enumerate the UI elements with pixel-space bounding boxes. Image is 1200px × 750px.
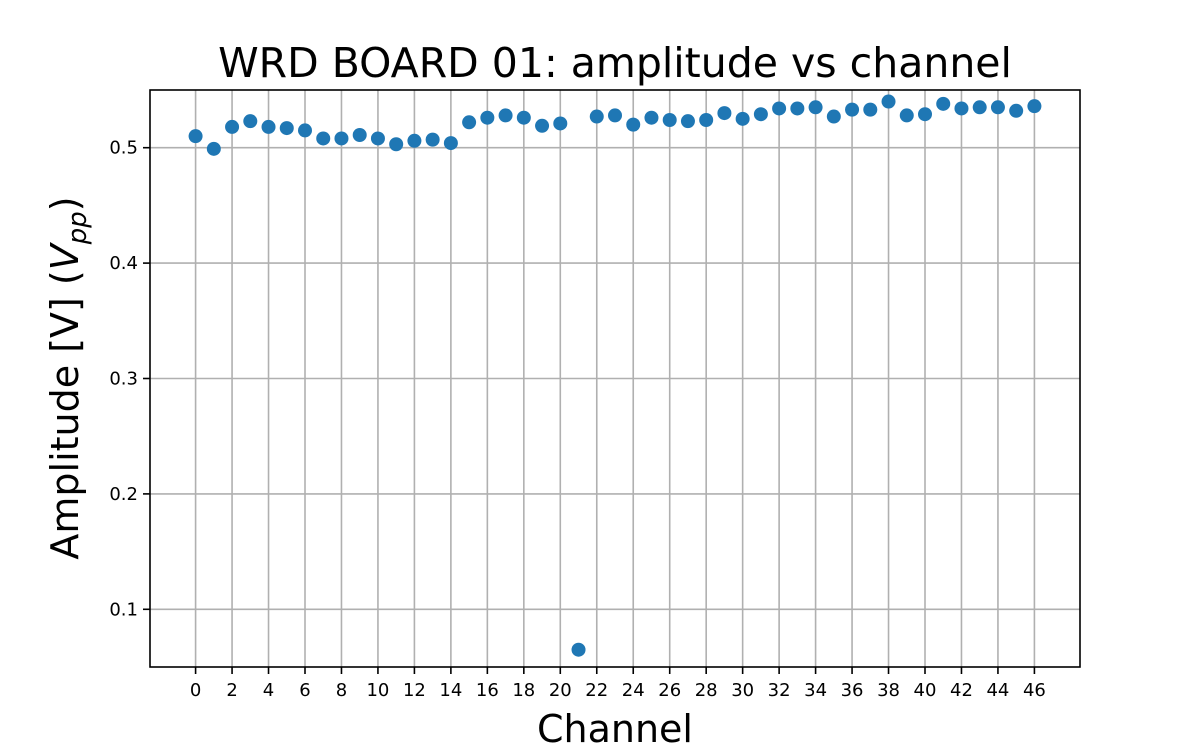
x-tick-label: 14 [439, 680, 462, 701]
data-point [936, 96, 951, 111]
x-tick-label: 2 [226, 680, 237, 701]
data-point [699, 113, 714, 128]
x-axis-label: Channel [537, 707, 693, 750]
x-tick-label: 18 [512, 680, 535, 701]
data-point [279, 121, 294, 136]
y-tick-label: 0.2 [109, 484, 138, 505]
x-tick-label: 22 [585, 680, 608, 701]
data-point [735, 111, 750, 126]
x-tick-label: 36 [841, 680, 864, 701]
data-point [808, 100, 823, 115]
data-point [972, 100, 987, 115]
data-point [845, 102, 860, 117]
data-point [535, 118, 550, 133]
data-point [790, 101, 805, 116]
data-point [298, 123, 312, 138]
data-point [443, 136, 458, 151]
x-tick-label: 46 [1023, 680, 1046, 701]
x-tick-label: 4 [263, 680, 274, 701]
data-point [352, 128, 367, 143]
data-point [370, 131, 385, 146]
data-point [954, 101, 969, 116]
y-tick-label: 0.4 [109, 253, 138, 274]
x-tick-label: 30 [731, 680, 754, 701]
data-point [717, 106, 732, 121]
x-tick-label: 38 [877, 680, 900, 701]
data-point [425, 132, 440, 147]
data-point [462, 115, 477, 130]
data-point [480, 110, 495, 125]
data-point [188, 129, 203, 144]
x-tick-label: 0 [190, 680, 201, 701]
x-tick-label: 28 [695, 680, 718, 701]
data-point [990, 100, 1005, 115]
x-tick-label: 26 [658, 680, 681, 701]
tick-layer: 0 2 4 6 8 10 12 14 16 18 20 22 24 26 28 30 32 34 36 38 40 42 4… [109, 138, 1046, 701]
chart-title: WRD BOARD 01: amplitude vs channel [218, 39, 1012, 87]
data-point [498, 108, 513, 123]
data-point [589, 109, 604, 124]
data-point [334, 131, 349, 146]
data-point [1009, 103, 1024, 118]
data-point [225, 119, 240, 134]
y-axis-label-main: Amplitude [V] ( [43, 270, 87, 559]
x-tick-label: 6 [299, 680, 310, 701]
grid-layer [150, 90, 1080, 667]
x-tick-label: 34 [804, 680, 827, 701]
data-point [918, 107, 932, 122]
data-point [608, 108, 622, 123]
data-point [243, 114, 258, 129]
data-point [206, 141, 221, 156]
data-point [680, 114, 695, 129]
y-axis-label-var: V [43, 241, 87, 270]
y-axis-label-sub: pp [63, 211, 93, 245]
data-point [407, 133, 422, 148]
data-point [881, 94, 896, 109]
data-point [553, 116, 568, 131]
x-tick-label: 32 [768, 680, 791, 701]
x-tick-label: 12 [403, 680, 426, 701]
plot-frame [149, 89, 1081, 668]
y-axis-label: Amplitude [V] (Vpp) [43, 196, 93, 559]
y-tick-label: 0.1 [109, 599, 138, 620]
data-point [826, 109, 841, 124]
x-tick-label: 8 [336, 680, 347, 701]
y-tick-label: 0.5 [109, 138, 138, 159]
data-point [662, 113, 677, 128]
data-point [644, 110, 659, 125]
data-point [571, 642, 586, 657]
x-tick-label: 10 [366, 680, 389, 701]
x-tick-label: 16 [476, 680, 499, 701]
data-point [1027, 99, 1042, 114]
x-tick-label: 44 [986, 680, 1009, 701]
x-tick-label: 42 [950, 680, 973, 701]
data-point [626, 117, 641, 132]
y-tick-label: 0.3 [109, 369, 138, 390]
y-axis-label-close: ) [43, 196, 87, 211]
data-point [516, 110, 531, 125]
x-tick-label: 40 [914, 680, 937, 701]
x-tick-label: 24 [622, 680, 645, 701]
data-point [261, 119, 276, 134]
data-point [753, 107, 768, 122]
x-tick-label: 20 [549, 680, 572, 701]
data-points [188, 94, 1042, 657]
data-point [899, 108, 914, 123]
data-point [389, 137, 404, 152]
data-point [863, 102, 878, 117]
data-point [772, 101, 787, 116]
data-point [316, 131, 331, 146]
